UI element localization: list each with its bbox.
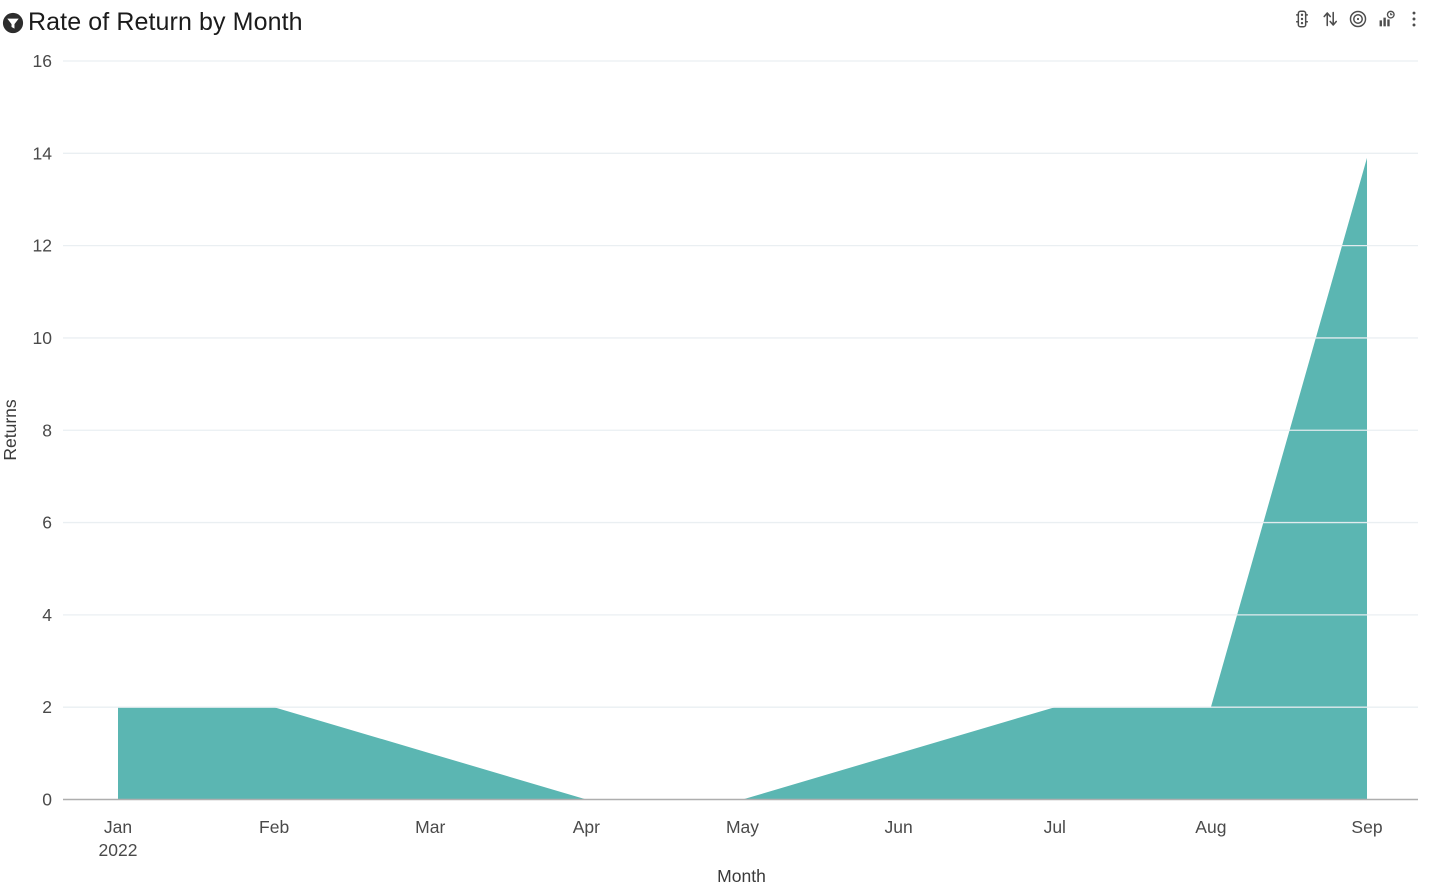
kebab-menu-icon	[1403, 8, 1425, 30]
bar-chart-clock-icon	[1375, 8, 1397, 30]
sort-arrows-icon	[1319, 8, 1341, 30]
tile-toolbar	[1289, 0, 1430, 32]
y-tick-label: 4	[42, 605, 52, 625]
y-axis-title: Returns	[0, 399, 20, 461]
x-tick-label: Jul	[1044, 817, 1066, 837]
conditional-formatting-button[interactable]	[1289, 6, 1314, 32]
y-tick-label: 0	[42, 790, 52, 810]
x-tick-label: Apr	[573, 817, 600, 837]
y-tick-label: 10	[33, 328, 53, 348]
y-tick-label: 2	[42, 697, 52, 717]
x-tick-label: Feb	[259, 817, 289, 837]
sort-button[interactable]	[1317, 6, 1342, 32]
x-tick-label: Aug	[1195, 817, 1226, 837]
title-area: Rate of Return by Month	[0, 0, 303, 37]
target-button[interactable]	[1345, 6, 1370, 32]
tile-header: Rate of Return by Month	[0, 0, 1430, 42]
y-tick-label: 6	[42, 513, 52, 533]
chart-title: Rate of Return by Month	[28, 8, 303, 36]
y-tick-label: 12	[33, 236, 52, 256]
chart-status-button[interactable]	[1373, 6, 1398, 32]
area-mark[interactable]	[118, 157, 1367, 800]
x-tick-label: Mar	[415, 817, 445, 837]
y-tick-label: 14	[33, 143, 53, 163]
x-tick-label: Jun	[885, 817, 913, 837]
target-icon	[1347, 8, 1369, 30]
traffic-light-icon	[1291, 8, 1313, 30]
x-tick-label: Jan	[104, 817, 132, 837]
y-tick-label: 16	[33, 51, 52, 71]
filter-circle-icon	[2, 12, 24, 34]
x-tick-label: May	[726, 817, 759, 837]
y-tick-label: 8	[42, 420, 52, 440]
x-tick-label: Sep	[1351, 817, 1382, 837]
more-options-button[interactable]	[1401, 6, 1426, 32]
x-axis-title: Month	[717, 866, 766, 886]
x-tick-year-label: 2022	[99, 840, 138, 860]
